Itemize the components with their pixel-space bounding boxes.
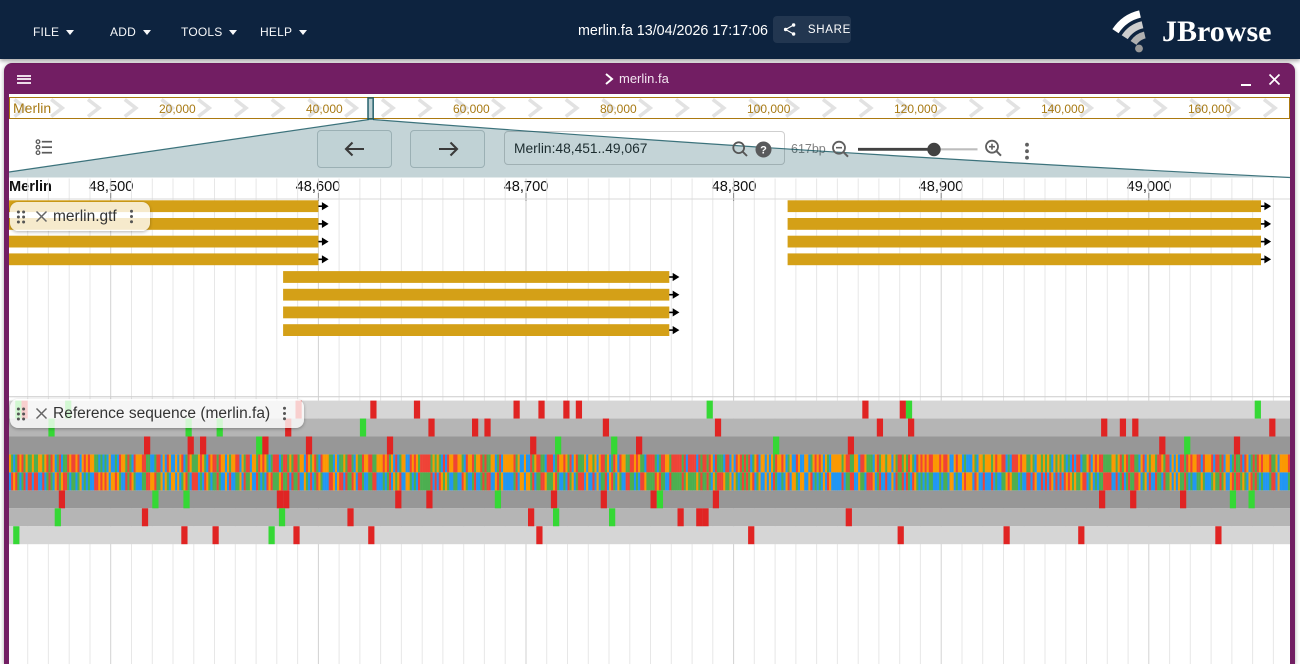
- svg-text:?: ?: [760, 144, 767, 156]
